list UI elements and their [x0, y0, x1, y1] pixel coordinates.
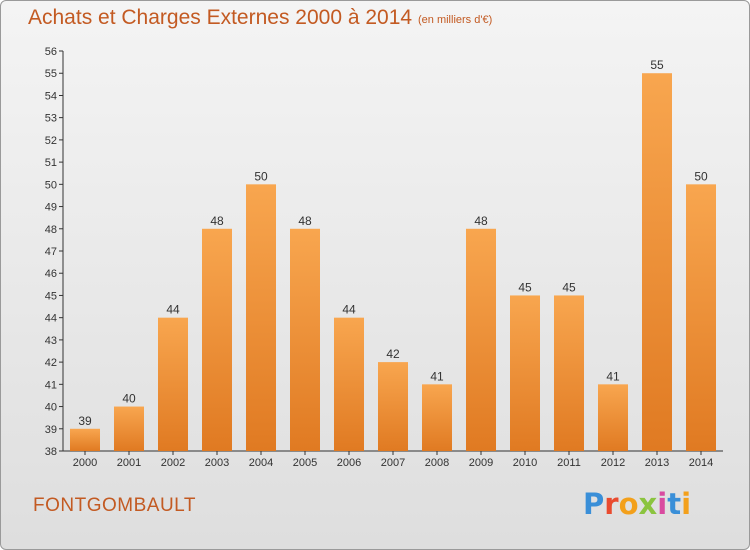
y-tick-label: 48: [45, 224, 57, 236]
logo-letter: r: [604, 487, 619, 521]
x-tick-label: 2000: [73, 457, 97, 469]
bar-value-label: 45: [518, 280, 532, 294]
bar-value-label: 41: [606, 369, 620, 383]
bar: [114, 406, 144, 451]
x-tick-label: 2005: [293, 457, 317, 469]
chart-subtitle: (en milliers d'€): [418, 14, 493, 26]
x-tick-label: 2003: [205, 457, 229, 469]
bar: [158, 317, 188, 451]
y-tick-label: 54: [45, 90, 57, 102]
bar: [598, 384, 628, 451]
y-tick-label: 43: [45, 335, 57, 347]
bar: [246, 184, 276, 452]
bar-value-label: 48: [298, 214, 312, 228]
y-tick-label: 46: [45, 268, 57, 280]
x-tick-label: 2013: [645, 457, 669, 469]
y-tick-label: 53: [45, 113, 57, 125]
bar: [510, 295, 540, 451]
commune-name: FONTGOMBAULT: [33, 495, 196, 516]
y-tick-label: 51: [45, 157, 57, 169]
bar-value-label: 44: [166, 303, 180, 317]
bar: [642, 73, 672, 451]
x-tick-label: 2014: [689, 457, 713, 469]
bar-value-label: 42: [386, 347, 400, 361]
y-tick-label: 44: [45, 313, 57, 325]
x-tick-label: 2006: [337, 457, 361, 469]
x-tick-label: 2008: [425, 457, 449, 469]
bar-value-label: 44: [342, 303, 356, 317]
bar-value-label: 45: [562, 280, 576, 294]
bar: [290, 228, 320, 451]
x-tick-label: 2002: [161, 457, 185, 469]
bar-value-label: 55: [650, 58, 664, 72]
x-tick-label: 2010: [513, 457, 537, 469]
bar-value-label: 50: [694, 169, 708, 183]
bar: [202, 228, 232, 451]
y-tick-label: 47: [45, 246, 57, 258]
y-tick-label: 50: [45, 179, 57, 191]
y-tick-label: 38: [45, 446, 57, 458]
bar-value-label: 40: [122, 392, 136, 406]
proxiti-logo: Proxiti: [583, 487, 691, 521]
x-tick-label: 2001: [117, 457, 141, 469]
chart-title: Achats et Charges Externes 2000 à 2014: [28, 6, 413, 29]
bar: [422, 384, 452, 451]
logo-letter: t: [667, 487, 682, 521]
bar: [554, 295, 584, 451]
bar-value-label: 48: [210, 214, 224, 228]
y-tick-label: 40: [45, 402, 57, 414]
logo-letter: P: [583, 487, 605, 521]
bar-value-label: 48: [474, 214, 488, 228]
y-tick-label: 52: [45, 135, 57, 147]
logo-letter: x: [638, 487, 658, 521]
y-tick-label: 56: [45, 46, 57, 58]
y-tick-label: 42: [45, 357, 57, 369]
x-tick-label: 2012: [601, 457, 625, 469]
bar-value-label: 50: [254, 169, 268, 183]
y-tick-label: 55: [45, 68, 57, 80]
y-tick-label: 49: [45, 202, 57, 214]
logo-letter: i: [681, 487, 692, 521]
x-tick-label: 2007: [381, 457, 405, 469]
logo-letter: o: [618, 487, 639, 521]
x-tick-label: 2004: [249, 457, 273, 469]
bar: [70, 428, 100, 451]
x-tick-label: 2011: [557, 457, 581, 469]
bar: [686, 184, 716, 452]
bar: [334, 317, 364, 451]
bar-value-label: 39: [78, 414, 92, 428]
y-tick-label: 45: [45, 290, 57, 302]
y-tick-label: 41: [45, 379, 57, 391]
bar: [378, 362, 408, 451]
logo-letter: i: [657, 487, 668, 521]
bar: [466, 228, 496, 451]
y-tick-label: 39: [45, 424, 57, 436]
bar-value-label: 41: [430, 369, 444, 383]
x-tick-label: 2009: [469, 457, 493, 469]
